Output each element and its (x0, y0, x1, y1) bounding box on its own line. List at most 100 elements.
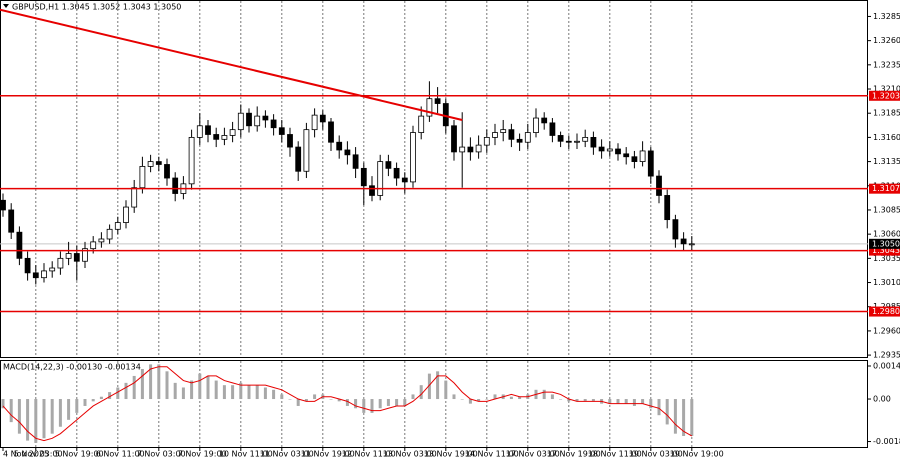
candle-body (688, 243, 695, 246)
macd-histogram-bar (493, 394, 497, 400)
macd-histogram-bar (624, 399, 628, 404)
candle-body (246, 112, 252, 127)
candle-body (131, 187, 138, 208)
candle-body (516, 138, 523, 143)
macd-histogram-bar (427, 373, 431, 400)
candle-body (418, 115, 425, 133)
candle-body (639, 150, 646, 162)
x-tick-label: 5 Nov 19:00 (55, 450, 104, 459)
macd-histogram-bar (567, 399, 571, 402)
y-tick-label: 1.3135 (873, 157, 900, 166)
macd-histogram-bar (542, 389, 546, 400)
macd-title: MACD(14,22,3) -0.00130 -0.00134 (3, 363, 141, 372)
y-tick-label: 1.3085 (873, 205, 900, 214)
macd-histogram-bar (9, 399, 13, 423)
macd-histogram-bar (231, 385, 235, 400)
candle-body (32, 272, 39, 279)
macd-histogram-bar (222, 385, 226, 400)
macd-histogram-bar (132, 375, 136, 400)
x-tick-label: 19 Nov 03:00 (629, 450, 683, 459)
x-tick-label: 6 Nov 11:00 (96, 450, 145, 459)
macd-histogram-bar (649, 399, 653, 409)
candle-body (565, 140, 572, 143)
level-label: 1.3203 (872, 91, 900, 100)
macd-histogram-bar (345, 399, 349, 406)
candle-body (172, 177, 179, 194)
macd-histogram-bar (403, 399, 407, 406)
candle-body (205, 125, 211, 135)
candle-body (590, 136, 597, 148)
macd-histogram-bar (108, 392, 112, 400)
macd-histogram-bar (288, 399, 292, 400)
candle-body (73, 253, 80, 262)
candle-body (98, 238, 105, 243)
macd-histogram-bar (116, 387, 120, 400)
level-label: 1.3107 (872, 184, 900, 193)
macd-histogram-bar (149, 364, 153, 400)
current-price-label: 1.3050 (872, 239, 900, 248)
x-tick-label: 11 Nov 19:00 (301, 450, 355, 459)
macd-histogram-bar (575, 399, 579, 402)
x-tick-label: 7 Nov 03:00 (137, 450, 186, 459)
candle-body (24, 257, 31, 274)
candle-body (385, 161, 392, 169)
macd-histogram-bar (313, 394, 317, 400)
candle-body (262, 115, 269, 121)
macd-histogram-bar (272, 389, 276, 400)
macd-histogram-bar (173, 382, 177, 400)
candle-body (680, 238, 687, 245)
current-price-box (869, 238, 900, 249)
y-tick-label: 1.3010 (873, 278, 900, 287)
candle-body (352, 154, 359, 169)
macd-histogram-bar (518, 396, 522, 400)
candle-body (574, 140, 580, 143)
macd-histogram-bar (263, 387, 267, 400)
x-tick-label: 13 Nov 03:00 (383, 450, 437, 459)
candle-body (500, 129, 507, 133)
macd-histogram-bar (550, 394, 554, 400)
candle-body (16, 231, 23, 259)
candle-body (549, 122, 556, 136)
candle-body (369, 185, 375, 196)
macd-histogram-bar (665, 399, 669, 425)
candle-body (328, 121, 334, 143)
candle-body (360, 167, 367, 187)
macd-histogram-bar (214, 380, 218, 400)
macd-histogram-bar (42, 399, 46, 439)
macd-histogram-bar (395, 399, 399, 406)
candle-body (508, 129, 515, 140)
macd-histogram-bar (411, 394, 415, 400)
macd-histogram-bar (26, 399, 30, 441)
candle-body (475, 144, 482, 153)
x-tick-label: 11 Nov 03:00 (260, 450, 314, 459)
candle-body (139, 166, 146, 189)
macd-histogram-bar (452, 394, 456, 400)
y-tick-label: 0.00143 (873, 362, 900, 371)
macd-histogram-bar (444, 380, 448, 400)
macd-histogram-bar (477, 399, 481, 402)
candle-body (647, 150, 654, 177)
y-tick-label: 1.3035 (873, 254, 900, 263)
candle-body (229, 129, 236, 136)
candle-body (114, 222, 121, 230)
macd-histogram-bar (83, 399, 87, 406)
macd-histogram-bar (206, 375, 210, 400)
level-label: 1.2980 (872, 307, 900, 316)
candle-body (319, 114, 326, 123)
y-tick-label: -0.00184 (873, 437, 900, 446)
candle-body (254, 115, 261, 127)
candle-body (82, 248, 88, 262)
candle-body (41, 270, 47, 279)
candle-body (524, 132, 531, 143)
macd-histogram-bar (354, 399, 358, 409)
candle-body (270, 119, 277, 129)
candle-body (0, 199, 6, 211)
macd-histogram-bar (17, 399, 21, 434)
macd-histogram-bar (436, 371, 440, 400)
candle-body (65, 253, 72, 259)
y-tick-label: 1.3260 (873, 36, 900, 45)
candle-body (582, 136, 589, 142)
trend-line (0, 8, 463, 121)
y-tick-label: 1.3285 (873, 12, 900, 21)
